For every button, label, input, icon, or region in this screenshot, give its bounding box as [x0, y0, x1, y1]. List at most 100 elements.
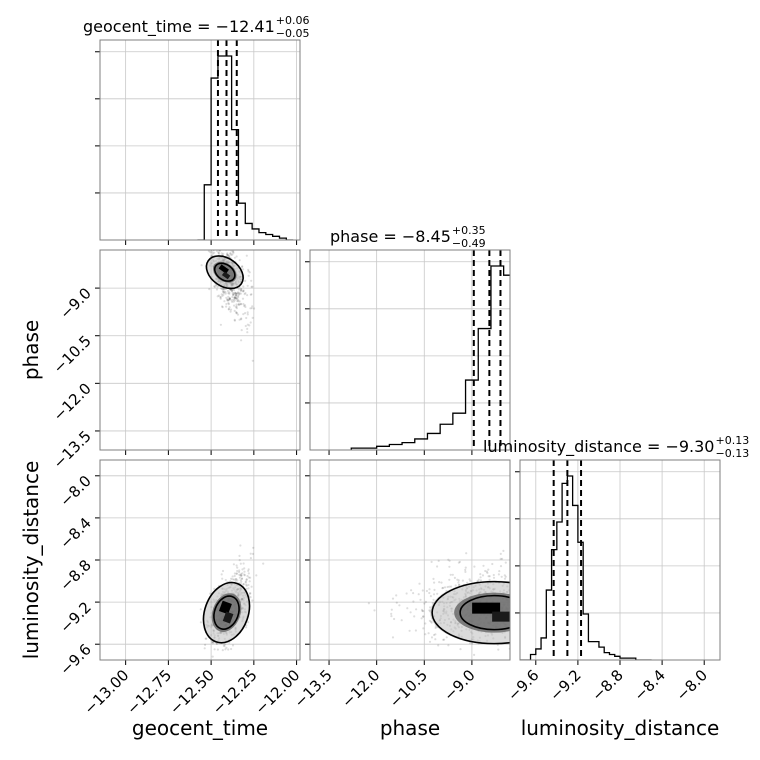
sample-point — [227, 292, 230, 295]
sample-point — [497, 573, 500, 576]
sample-point — [521, 607, 523, 609]
sample-point — [208, 288, 211, 291]
sample-point — [436, 565, 439, 568]
panel-border — [99, 249, 301, 451]
sample-point — [229, 252, 232, 255]
xlabel-phase: phase — [380, 716, 440, 740]
sample-point — [223, 287, 226, 291]
ylabel-phase: phase — [19, 320, 43, 380]
sample-point — [527, 603, 529, 605]
sample-point — [429, 620, 433, 623]
sample-point — [514, 609, 516, 611]
sample-point — [221, 649, 224, 652]
title-luminosity-distance-sub: −0.13 — [715, 447, 749, 460]
sample-point — [234, 292, 237, 295]
sample-point — [510, 601, 512, 603]
sample-point — [502, 549, 505, 553]
sample-point — [514, 619, 516, 621]
sample-point — [390, 615, 393, 618]
sample-point — [459, 648, 462, 651]
sample-point — [225, 305, 228, 308]
sample-point — [236, 292, 239, 295]
sample-point — [521, 586, 523, 588]
sample-point — [250, 285, 253, 288]
sample-point — [523, 593, 525, 595]
sample-point — [204, 643, 207, 647]
sample-point — [433, 588, 436, 592]
sample-point — [367, 602, 370, 605]
sample-point — [233, 319, 236, 322]
sample-point — [523, 607, 525, 609]
sample-point — [458, 583, 461, 586]
sample-point — [227, 299, 230, 302]
sample-point — [457, 581, 460, 584]
sample-point — [515, 607, 517, 609]
sample-point — [233, 256, 236, 259]
sample-point — [232, 251, 235, 254]
y-tick-label: −9.2 — [56, 598, 94, 636]
sample-point — [231, 250, 235, 253]
sample-point — [238, 559, 241, 562]
sample-point — [222, 247, 224, 249]
sample-point — [246, 331, 249, 334]
sample-point — [245, 578, 248, 582]
sample-point — [526, 601, 528, 603]
sample-point — [511, 591, 513, 593]
contour-outer — [205, 255, 244, 290]
sample-point — [434, 633, 437, 636]
sample-point — [515, 594, 517, 596]
sample-point — [245, 254, 248, 257]
sample-point — [417, 593, 420, 596]
sample-point — [228, 291, 231, 294]
sample-point — [235, 312, 238, 315]
sample-point — [230, 299, 233, 302]
sample-point — [217, 294, 220, 297]
sample-point — [236, 292, 239, 295]
sample-point — [213, 251, 216, 254]
sample-point — [231, 288, 234, 292]
sample-point — [533, 617, 535, 619]
sample-point — [520, 600, 522, 602]
sample-point — [428, 619, 431, 622]
sample-point — [536, 618, 538, 620]
sample-point — [200, 264, 203, 267]
sample-point — [517, 600, 519, 602]
sample-point — [445, 636, 448, 639]
sample-point — [517, 618, 519, 620]
sample-point — [240, 573, 243, 576]
sample-point — [235, 311, 238, 314]
xlabel-luminosity-distance: luminosity_distance — [521, 716, 720, 740]
sample-point — [248, 271, 251, 274]
sample-point — [235, 307, 238, 310]
sample-point — [245, 624, 248, 627]
sample-point — [499, 557, 502, 561]
density-core — [472, 602, 501, 614]
sample-point — [528, 624, 530, 626]
y-tick-label: −8.8 — [56, 556, 94, 594]
sample-point — [237, 293, 240, 296]
sample-point — [547, 609, 549, 611]
sample-point — [244, 305, 247, 309]
sample-point — [237, 300, 240, 303]
sample-point — [400, 619, 403, 622]
sample-point — [531, 596, 533, 598]
sample-point — [249, 552, 252, 555]
sample-point — [224, 578, 227, 582]
sample-point — [231, 293, 235, 296]
sample-point — [234, 578, 237, 581]
sample-point — [228, 297, 231, 300]
sample-point — [247, 576, 250, 579]
sample-point — [422, 615, 425, 618]
sample-point — [235, 294, 238, 297]
sample-point — [514, 581, 516, 583]
sample-point — [538, 609, 540, 611]
sample-point — [244, 312, 247, 315]
sample-point — [510, 603, 512, 605]
sample-point — [497, 648, 500, 651]
sample-point — [503, 574, 506, 577]
sample-point — [239, 289, 243, 292]
sample-point — [504, 561, 507, 564]
sample-point — [220, 293, 223, 296]
sample-point — [220, 242, 222, 244]
sample-point — [224, 246, 226, 248]
